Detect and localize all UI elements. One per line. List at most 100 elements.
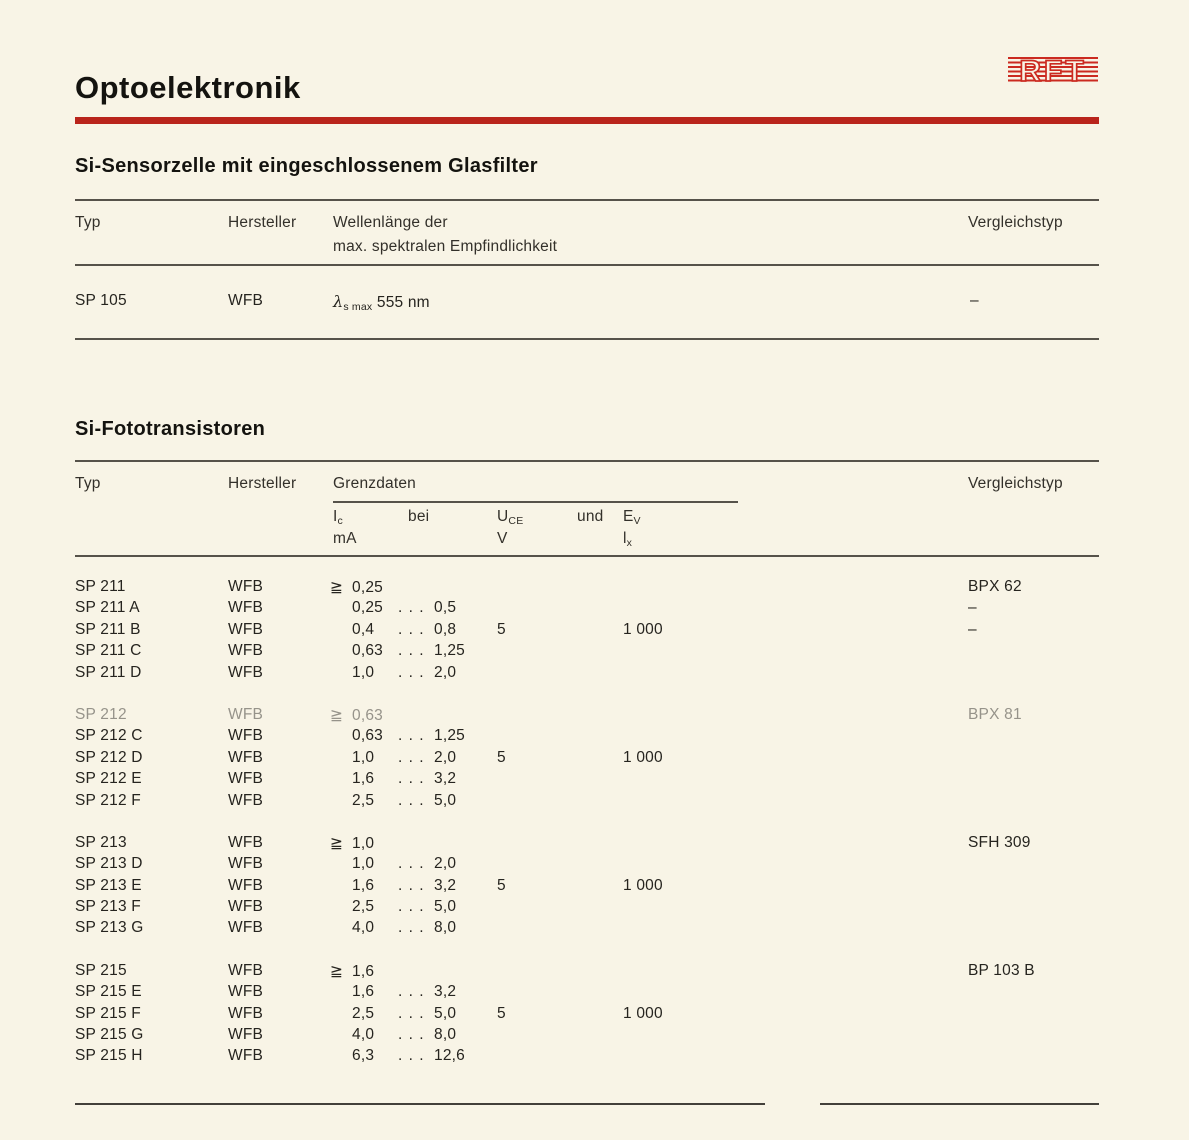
typ-cell: SP 215 E: [75, 983, 142, 1001]
ic-range-cell: 4,0 . . . 8,0: [330, 919, 456, 937]
typ-cell: SP 213 E: [75, 876, 142, 894]
uce-cell: 5: [497, 748, 506, 766]
typ-cell: SP 213 G: [75, 919, 144, 937]
ic-max-value: 1,25: [434, 642, 465, 660]
range-dots: . . .: [398, 620, 425, 638]
range-dots: . . .: [398, 1004, 425, 1022]
hersteller-cell: WFB: [228, 876, 264, 894]
ic-min-value: 1,6: [352, 770, 375, 788]
ic-min-value: 1,0: [352, 663, 375, 681]
ic-max-value: 8,0: [434, 1026, 457, 1044]
table-row: SP 211 WFB ≧ 0,25 BPX 62: [75, 578, 1099, 599]
table2-subcol-bei: bei: [408, 508, 430, 525]
typ-cell: SP 213 D: [75, 855, 143, 873]
typ-cell: SP 211 B: [75, 620, 141, 638]
table1-col-typ: Typ: [75, 214, 101, 231]
range-dots: . . .: [398, 898, 425, 916]
ic-max-value: 2,0: [434, 748, 457, 766]
typ-cell: SP 211: [75, 578, 126, 595]
ic-max-value: 0,5: [434, 599, 457, 617]
typ-cell: SP 213: [75, 833, 127, 851]
range-dots: . . .: [398, 876, 425, 894]
vergleichstyp-cell: BPX 62: [968, 578, 1022, 595]
ic-min-value: 1,6: [352, 983, 375, 1001]
ic-min-value: 2,5: [352, 898, 375, 916]
ic-max-value: 3,2: [434, 983, 457, 1001]
ic-max-value: 5,0: [434, 791, 457, 809]
typ-cell: SP 212: [75, 705, 127, 723]
vergleichstyp-cell: BPX 81: [968, 705, 1022, 723]
range-dots: . . .: [398, 855, 425, 873]
ic-min-value: 2,5: [352, 791, 375, 809]
ic-range-cell: ≧ 0,25: [330, 578, 434, 597]
ic-min-value: 0,63: [352, 642, 383, 660]
uce-cell: 5: [497, 1004, 506, 1022]
row-group: SP 215 WFB ≧ 1,6 BP 103 B SP 215 E WFB 1,6 . . .…: [75, 962, 1099, 1069]
hersteller-cell: WFB: [228, 1047, 264, 1065]
table1-col-wellenlaenge-2: max. spektralen Empfindlichkeit: [333, 238, 558, 255]
ic-min-value: 0,25: [352, 599, 383, 617]
table1-rule-bottom: [75, 338, 1099, 340]
ev-cell: 1 000: [623, 748, 663, 766]
ic-range-cell: 4,0 . . . 8,0: [330, 1026, 456, 1044]
red-divider-rule: [75, 117, 1099, 124]
ev-cell: 1 000: [623, 1004, 663, 1022]
hersteller-cell: WFB: [228, 578, 264, 595]
ev-subscript: V: [633, 515, 641, 527]
uce-subscript: CE: [508, 515, 524, 527]
ic-range-cell: 1,0 . . . 2,0: [330, 749, 456, 767]
table1-col-wellenlaenge-1: Wellenlänge der: [333, 214, 448, 231]
table2-unit-v: V: [497, 530, 508, 547]
typ-cell: SP 215 G: [75, 1026, 144, 1044]
ic-range-cell: 1,6 . . . 3,2: [330, 983, 456, 1001]
ev-cell: 1 000: [623, 876, 663, 894]
ic-range-cell: 0,25 . . . 0,5: [330, 599, 456, 617]
ic-range-cell: 2,5 . . . 5,0: [330, 792, 456, 810]
hersteller-cell: WFB: [228, 983, 264, 1001]
table1-row-hersteller: WFB: [228, 292, 264, 309]
ic-min-value: 6,3: [352, 1047, 375, 1065]
table1-row-vergleichstyp: –: [970, 292, 979, 309]
table2-col-grenzdaten: Grenzdaten: [333, 475, 416, 492]
ic-range-cell: 1,0 . . . 2,0: [330, 664, 456, 682]
ic-range-cell: 0,63 . . . 1,25: [330, 642, 465, 660]
table-row: SP 212 WFB ≧ 0,63 BPX 81: [75, 706, 1099, 727]
ic-range-cell: ≧ 1,0: [330, 834, 434, 853]
table2-unit-lx: lx: [623, 530, 632, 548]
hersteller-cell: WFB: [228, 663, 264, 681]
table-row: SP 215 F WFB 2,5 . . . 5,0 5 1 000: [75, 1005, 1099, 1026]
ic-min-value: 1,6: [352, 876, 375, 894]
table1-row-wellenlaenge: λs max 555 nm: [333, 292, 430, 312]
foto-table-body: SP 211 WFB ≧ 0,25 BPX 62 SP 211 A WFB 0,25 . . .…: [75, 578, 1099, 1090]
range-dots: . . .: [398, 770, 425, 788]
hersteller-cell: WFB: [228, 599, 264, 617]
ic-max-value: 3,2: [434, 770, 457, 788]
table-row: SP 213 WFB ≧ 1,0 SFH 309: [75, 834, 1099, 855]
table-row: SP 215 E WFB 1,6 . . . 3,2: [75, 983, 1099, 1004]
table-row: SP 212 E WFB 1,6 . . . 3,2: [75, 770, 1099, 791]
table2-subcol-ic: Ic: [333, 508, 343, 526]
hersteller-cell: WFB: [228, 833, 264, 851]
ic-range-cell: ≧ 0,63: [330, 706, 434, 725]
vergleichstyp-cell: SFH 309: [968, 833, 1031, 851]
ic-max-value: 2,0: [434, 663, 457, 681]
ic-min-value: 4,0: [352, 919, 375, 937]
ic-min-value: 0,4: [352, 620, 375, 638]
hersteller-cell: WFB: [228, 791, 264, 809]
table-row: SP 215 H WFB 6,3 . . . 12,6: [75, 1047, 1099, 1068]
ic-max-value: 2,0: [434, 855, 457, 873]
greater-equal-symbol: ≧: [330, 706, 344, 724]
page-bottom-rule: [75, 1103, 1099, 1105]
range-dots: . . .: [398, 727, 425, 745]
hersteller-cell: WFB: [228, 770, 264, 788]
lx-symbol: l: [623, 530, 627, 547]
ic-min-value: 2,5: [352, 1004, 375, 1022]
range-dots: . . .: [398, 919, 425, 937]
hersteller-cell: WFB: [228, 855, 264, 873]
ic-min-value: 1,0: [352, 748, 375, 766]
typ-cell: SP 211 A: [75, 599, 140, 617]
table-row: SP 211 B WFB 0,4 . . . 0,8 5 1 000 –: [75, 621, 1099, 642]
section-heading-fototransistoren: Si-Fototransistoren: [75, 418, 266, 440]
ic-min-value: 1,0: [352, 855, 375, 873]
lx-subscript: x: [626, 537, 633, 549]
